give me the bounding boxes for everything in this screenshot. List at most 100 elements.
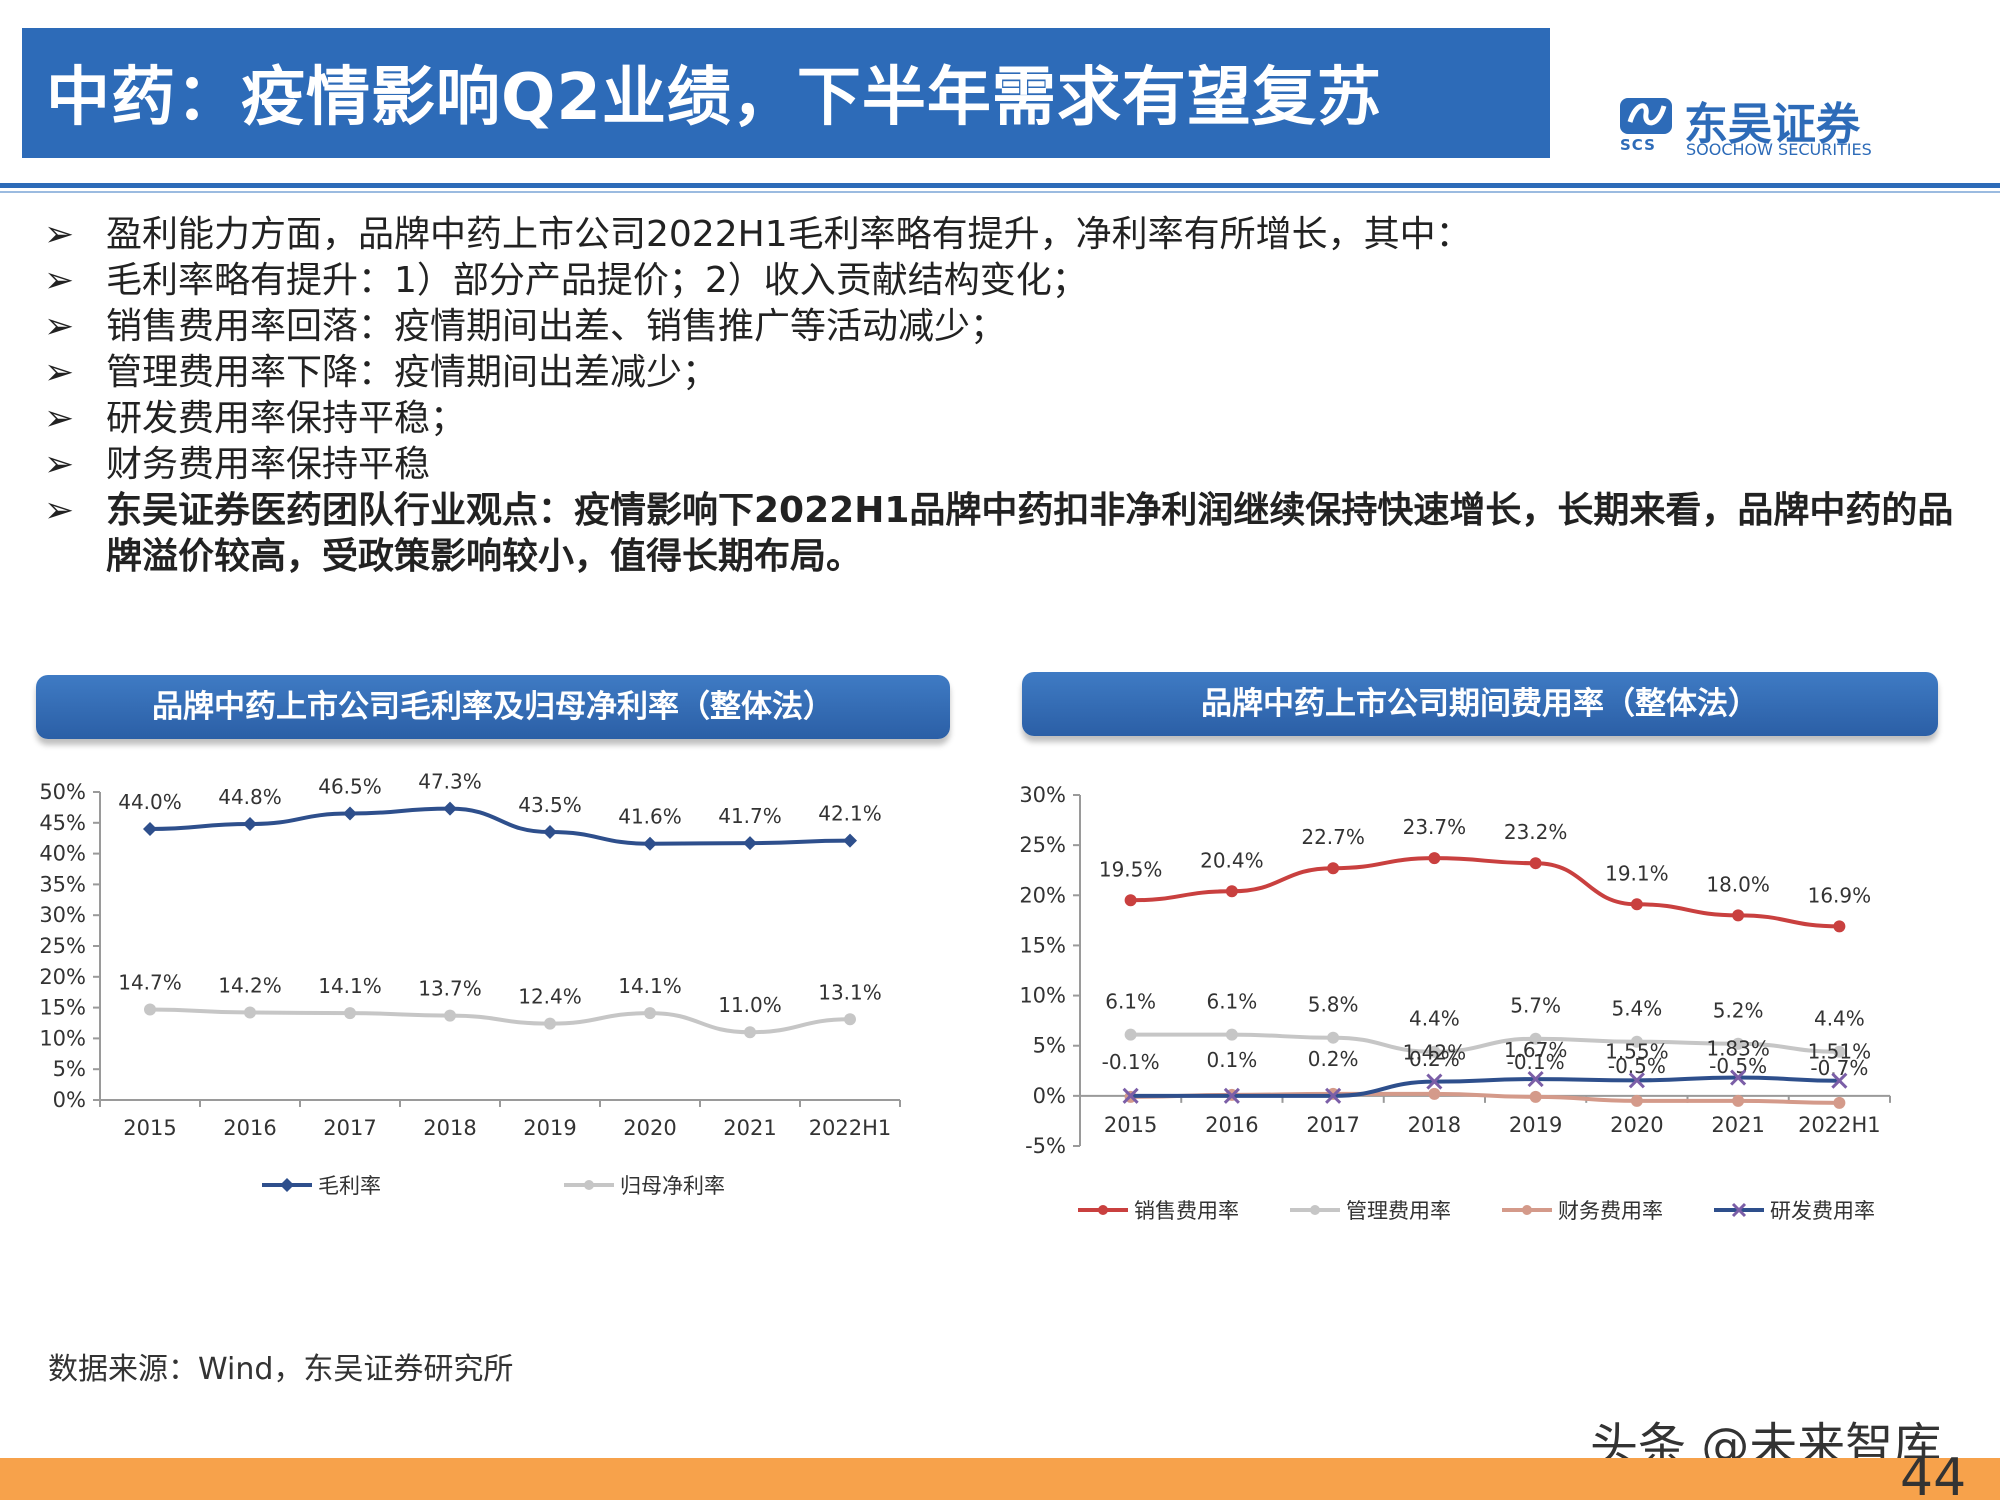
- legend-label: 销售费用率: [1134, 1199, 1239, 1220]
- data-point: [1225, 885, 1238, 898]
- y-tick-label: 35%: [39, 872, 86, 896]
- data-point: [443, 801, 457, 816]
- data-label: 5.4%: [1611, 997, 1662, 1021]
- data-point: [1630, 1094, 1643, 1107]
- bullet-item: ➢ 研发费用率保持平稳；: [44, 396, 1984, 442]
- x-tick-label: 2019: [523, 1116, 576, 1140]
- y-tick-label: 40%: [39, 842, 86, 866]
- data-label: -0.7%: [1810, 1056, 1868, 1080]
- company-logo: SCS 东吴证券 SOOCHOW SECURITIES: [1618, 88, 1898, 160]
- title-bar: 中药：疫情影响Q2业绩，下半年需求有望复苏: [22, 28, 1550, 158]
- data-point: [544, 1017, 556, 1030]
- bullet-item: ➢ 管理费用率下降：疫情期间出差减少；: [44, 350, 1984, 396]
- x-tick-label: 2019: [1509, 1113, 1562, 1137]
- bullet-text: 销售费用率回落：疫情期间出差、销售推广等活动减少；: [106, 306, 1007, 347]
- margin-chart: 0% 5% 10% 15% 20% 25% 30% 35% 40% 45% 50% 2015 2016 2…: [39, 770, 901, 1198]
- data-point: [1529, 1032, 1542, 1045]
- y-tick-label: 0%: [53, 1088, 86, 1112]
- bullet-item: ➢ 财务费用率保持平稳: [44, 442, 1984, 488]
- legend-label: 管理费用率: [1346, 1199, 1451, 1220]
- y-tick-label: 15%: [1019, 933, 1066, 957]
- y-tick-label: -5%: [1025, 1134, 1066, 1158]
- data-label: 41.7%: [718, 804, 782, 828]
- data-point: [444, 1009, 456, 1022]
- logo-mark-text: SCS: [1620, 136, 1656, 154]
- data-label: 1.42%: [1403, 1041, 1467, 1065]
- bullet-list: ➢ 盈利能力方面，品牌中药上市公司2022H1毛利率略有提升，净利率有所增长，其中…: [44, 212, 1984, 580]
- data-point: [1833, 1096, 1846, 1109]
- legend-marker: [584, 1180, 594, 1190]
- data-label: 16.9%: [1808, 883, 1872, 907]
- y-tick-label: 30%: [1019, 783, 1066, 807]
- data-point: [1833, 920, 1846, 933]
- legend-marker: [1731, 1202, 1747, 1218]
- x-tick-label: 2022H1: [1798, 1113, 1881, 1137]
- page-number: 44: [1900, 1448, 1967, 1508]
- bullet-arrow-icon: ➢: [44, 352, 75, 393]
- bullet-text: 研发费用率保持平稳；: [106, 398, 467, 439]
- bullet-arrow-icon: ➢: [44, 214, 75, 255]
- bullet-item: ➢ 毛利率略有提升：1）部分产品提价；2）收入贡献结构变化；: [44, 258, 1984, 304]
- data-point: [1124, 894, 1137, 907]
- data-label: 11.0%: [718, 993, 782, 1017]
- x-tick-label: 2017: [1306, 1113, 1359, 1137]
- x-tick-label: 2018: [423, 1116, 476, 1140]
- data-point: [1428, 852, 1441, 865]
- data-label: 6.1%: [1206, 990, 1257, 1014]
- data-point: [1730, 1069, 1747, 1086]
- data-label: 5.8%: [1308, 993, 1359, 1017]
- data-label: -0.1%: [1507, 1050, 1565, 1074]
- data-point: [1428, 1087, 1441, 1100]
- data-label: 20.4%: [1200, 848, 1264, 872]
- bullet-text: 管理费用率下降：疫情期间出差减少；: [106, 352, 719, 393]
- series-line-归母净利率: [149, 1007, 851, 1035]
- data-label: 13.7%: [418, 977, 482, 1001]
- data-label: 18.0%: [1706, 872, 1770, 896]
- data-label: 1.67%: [1504, 1038, 1568, 1062]
- slide-title: 中药：疫情影响Q2业绩，下半年需求有望复苏: [46, 61, 1382, 135]
- data-label: 19.1%: [1605, 861, 1669, 885]
- expense-ratio-chart: -5% 0% 5% 10% 15% 20% 25% 30% 2015 2016 2017 2018 20…: [1019, 783, 1891, 1220]
- data-point: [1327, 1031, 1340, 1044]
- data-label: 46.5%: [318, 775, 382, 799]
- data-label: 0.2%: [1409, 1047, 1460, 1071]
- header-divider: [0, 183, 2000, 188]
- data-label: 42.1%: [818, 802, 882, 826]
- bullet-arrow-icon: ➢: [44, 490, 75, 531]
- legend-marker: [1310, 1205, 1320, 1215]
- legend-marker: [280, 1178, 294, 1192]
- data-point: [243, 817, 257, 832]
- data-point: [1124, 1028, 1137, 1041]
- data-point: [1732, 1037, 1745, 1050]
- data-label: 5.2%: [1713, 999, 1764, 1023]
- bullet-text: 毛利率略有提升：1）部分产品提价；2）收入贡献结构变化；: [106, 260, 1088, 301]
- bullet-text: 盈利能力方面，品牌中药上市公司2022H1毛利率略有提升，净利率有所增长，其中：: [106, 214, 1472, 255]
- data-label: 14.2%: [218, 974, 282, 998]
- y-tick-label: 5%: [53, 1057, 86, 1081]
- series-line-管理费用率: [1130, 1032, 1840, 1054]
- x-tick-label: 2021: [723, 1116, 776, 1140]
- data-label: 23.2%: [1504, 820, 1568, 844]
- data-label: 0.1%: [1206, 1048, 1257, 1072]
- data-label: 47.3%: [418, 770, 482, 794]
- data-source: 数据来源：Wind，东吴证券研究所: [48, 1352, 514, 1387]
- legend-label: 财务费用率: [1558, 1199, 1663, 1220]
- data-label: -0.1%: [1102, 1050, 1160, 1074]
- right-chart-header: 品牌中药上市公司期间费用率（整体法）: [1022, 672, 1938, 736]
- series-line-销售费用率: [1130, 856, 1840, 929]
- x-tick-label: 2021: [1711, 1113, 1764, 1137]
- data-point: [1529, 1090, 1542, 1103]
- x-tick-label: 2017: [323, 1116, 376, 1140]
- data-point: [244, 1006, 256, 1019]
- data-label: 4.4%: [1409, 1007, 1460, 1031]
- y-tick-label: 30%: [39, 903, 86, 927]
- data-label: 14.7%: [118, 970, 182, 994]
- data-label: 43.5%: [518, 793, 582, 817]
- data-label: 13.1%: [818, 980, 882, 1004]
- data-point: [343, 806, 357, 821]
- x-tick-label: 2020: [1610, 1113, 1663, 1137]
- data-label: -0.5%: [1709, 1054, 1767, 1078]
- soochow-logo-icon: [1620, 98, 1672, 134]
- left-chart-header: 品牌中药上市公司毛利率及归母净利率（整体法）: [36, 675, 950, 739]
- data-point: [1628, 1072, 1645, 1089]
